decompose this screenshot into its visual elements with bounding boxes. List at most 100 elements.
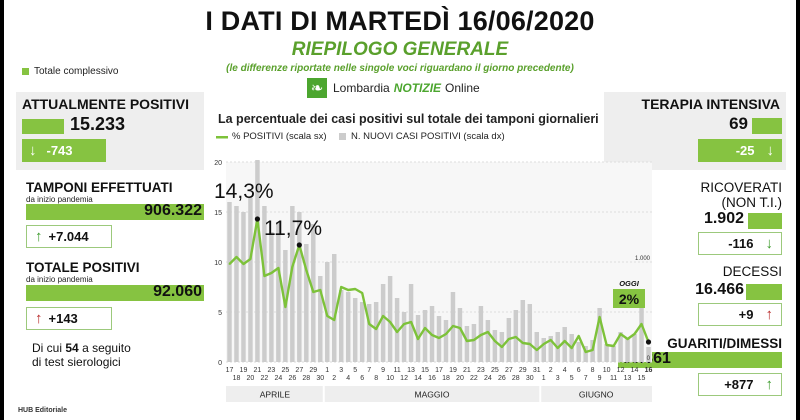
positivity-point bbox=[312, 291, 315, 293]
new-cases-bar bbox=[597, 308, 602, 362]
attualmente-value: 15.233 bbox=[70, 114, 126, 134]
x-tick-label: 3 bbox=[556, 375, 560, 382]
decessi-delta-value: +9 bbox=[738, 307, 754, 322]
x-tick-label: 6 bbox=[577, 367, 581, 374]
y-right-tick-label: 1.000 bbox=[635, 256, 651, 262]
positivity-point bbox=[270, 272, 273, 274]
x-tick-label: 23 bbox=[267, 367, 275, 374]
new-cases-bar bbox=[625, 338, 630, 362]
attualmente-delta: ↓ -743 bbox=[22, 139, 106, 162]
decessi-bar bbox=[746, 284, 782, 300]
legend-new: N. NUOVI CASI POSITIVI (scala dx) bbox=[339, 131, 505, 142]
month-label: MAGGIO bbox=[415, 390, 450, 400]
new-cases-bar bbox=[520, 300, 526, 362]
month-band bbox=[226, 386, 652, 402]
positivity-point bbox=[612, 345, 615, 347]
positivity-point bbox=[305, 269, 308, 271]
new-cases-bar bbox=[583, 346, 588, 362]
totale-sub: da inizio pandemia bbox=[26, 275, 93, 284]
x-tick-label: 9 bbox=[598, 375, 602, 382]
new-cases-bar bbox=[611, 346, 616, 362]
new-cases-bar bbox=[548, 336, 553, 362]
x-tick-label: 22 bbox=[261, 375, 269, 382]
ricoverati-value: 1.902 bbox=[703, 210, 744, 227]
tamponi-delta: ↑ +7.044 bbox=[26, 225, 112, 248]
leaf-icon: ❧ bbox=[307, 78, 327, 98]
new-cases-bar bbox=[304, 244, 309, 362]
new-cases-bar bbox=[618, 332, 623, 362]
new-cases-bar bbox=[359, 302, 365, 362]
x-tick-label: 5 bbox=[353, 367, 357, 374]
footer-credit: HUB Editoriale bbox=[18, 407, 68, 414]
positivity-point bbox=[410, 321, 412, 323]
guariti-delta-value: +877 bbox=[724, 377, 754, 392]
x-tick-label: 15 bbox=[421, 367, 429, 374]
positivity-point bbox=[598, 316, 601, 318]
guariti-label: GUARITI/DIMESSI bbox=[667, 336, 782, 351]
callout-second: 11,7% bbox=[264, 217, 322, 240]
month-label: APRILE bbox=[260, 390, 291, 400]
x-tick-label: 7 bbox=[367, 367, 371, 374]
arrow-down-icon: ↓ bbox=[766, 142, 775, 159]
new-cases-bar bbox=[262, 206, 267, 362]
positivity-point bbox=[556, 347, 559, 349]
positivity-point bbox=[375, 328, 378, 330]
positivity-point bbox=[368, 323, 371, 325]
positivity-point bbox=[514, 336, 517, 338]
legend-pct-label: % POSITIVI (scala sx) bbox=[232, 131, 327, 142]
new-cases-bar bbox=[380, 284, 386, 362]
totale-bar bbox=[26, 285, 204, 301]
new-cases-bar bbox=[604, 344, 609, 362]
positivity-point bbox=[417, 338, 419, 340]
x-tick-label: 24 bbox=[274, 375, 282, 382]
new-cases-bar bbox=[541, 338, 546, 362]
positivity-point bbox=[584, 351, 587, 353]
positivity-point bbox=[619, 333, 622, 335]
guariti-delta: +877 ↑ bbox=[698, 373, 782, 396]
new-cases-bar bbox=[471, 324, 477, 362]
positivity-point bbox=[445, 333, 447, 335]
positivity-point bbox=[570, 347, 573, 349]
positivity-point bbox=[452, 325, 454, 327]
chart-callouts: 14,3% 11,7% OGGI 2% bbox=[214, 180, 652, 345]
y-axis-right: 1.000 0 bbox=[635, 256, 651, 362]
arrow-down-icon: ↓ bbox=[765, 235, 774, 252]
x-tick-label: 12 bbox=[400, 375, 408, 382]
green-line-icon bbox=[216, 135, 228, 138]
x-tick-label: 21 bbox=[254, 367, 262, 374]
new-cases-bar bbox=[387, 276, 393, 362]
positivity-point bbox=[403, 323, 405, 325]
x-tick-label: 29 bbox=[519, 367, 527, 374]
sierologici-note: Di cui 54 a seguito bbox=[32, 341, 131, 355]
page-note: (le differenze riportate nelle singole v… bbox=[226, 63, 574, 74]
x-tick-label: 28 bbox=[302, 375, 310, 382]
new-cases-bar bbox=[345, 292, 351, 362]
positivity-point bbox=[326, 315, 329, 317]
y-left-tick-label: 10 bbox=[214, 260, 222, 267]
ricoverati-label-1: RICOVERATI bbox=[700, 180, 782, 195]
positivity-point bbox=[347, 289, 350, 291]
legend-new-label: N. NUOVI CASI POSITIVI (scala dx) bbox=[351, 131, 505, 142]
x-tick-label: 2 bbox=[549, 367, 553, 374]
positivity-point bbox=[382, 315, 385, 317]
positivity-point bbox=[424, 327, 426, 329]
terapia-label: TERAPIA INTENSIVA bbox=[641, 96, 780, 112]
x-tick-label: 26 bbox=[288, 375, 296, 382]
new-cases-bar bbox=[527, 304, 533, 362]
x-tick-label: 10 bbox=[386, 375, 394, 382]
new-cases-bar bbox=[401, 312, 407, 362]
x-tick-label: 4 bbox=[563, 367, 567, 374]
new-cases-bar bbox=[290, 206, 295, 362]
new-cases-bar bbox=[234, 206, 239, 362]
totale-label: TOTALE POSITIVI bbox=[26, 260, 140, 275]
x-tick-label: 21 bbox=[463, 367, 471, 374]
legend-pct: % POSITIVI (scala sx) bbox=[216, 131, 327, 142]
ricoverati-delta-value: -116 bbox=[728, 236, 754, 251]
x-tick-label: 19 bbox=[449, 367, 457, 374]
sierologici-num: 54 bbox=[65, 341, 79, 355]
positivity-point bbox=[284, 306, 287, 308]
x-tick-label: 18 bbox=[442, 375, 450, 382]
positivity-point bbox=[340, 286, 343, 288]
new-cases-bar bbox=[269, 232, 274, 362]
